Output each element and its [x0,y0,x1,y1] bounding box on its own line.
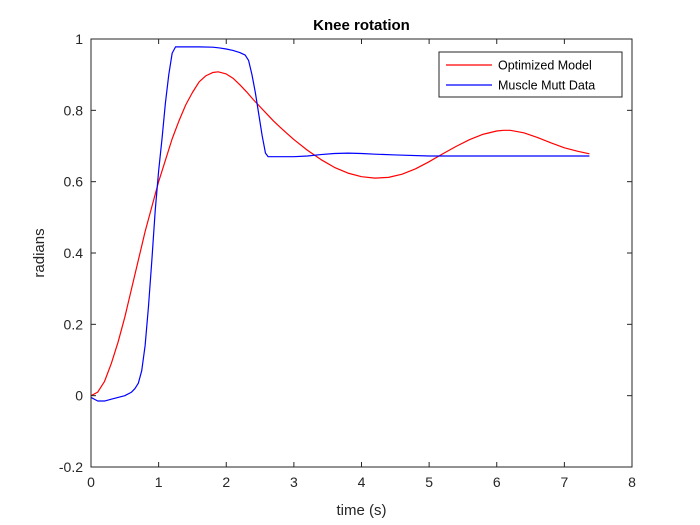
plot-area [91,39,632,467]
x-tick-label: 1 [155,474,163,490]
y-tick-label: 0.2 [64,316,84,332]
y-tick-label: 0.8 [64,102,84,118]
x-tick-label: 6 [493,474,501,490]
x-tick-label: 5 [425,474,433,490]
legend-label-optimized-model: Optimized Model [498,59,592,73]
x-tick-label: 3 [290,474,298,490]
y-tick-label: 1 [75,31,83,47]
x-tick-label: 2 [222,474,230,490]
series-line-optimized-model [90,71,590,397]
y-tick-label: 0.4 [64,245,84,261]
x-axis-label: time (s) [337,502,387,519]
y-tick-label: 0 [75,388,83,404]
chart-title: Knee rotation [313,17,410,34]
x-tick-label: 7 [560,474,568,490]
y-tick-label: 0.6 [64,174,84,190]
y-tick-label: -0.2 [59,459,83,475]
legend-label-muscle-mutt-data: Muscle Mutt Data [498,79,595,93]
x-tick-label: 4 [358,474,366,490]
legend: Optimized Model Muscle Mutt Data [438,51,623,98]
series-line-muscle-mutt-data [90,46,590,402]
y-ticks: -0.2 0 0.2 0.4 0.6 0.8 1 [59,31,632,475]
legend-box [438,51,623,98]
y-axis-label: radians [31,228,48,277]
x-tick-label: 8 [628,474,636,490]
series-layer [90,46,590,402]
x-tick-label: 0 [87,474,95,490]
x-ticks: 0 1 2 3 4 5 6 7 8 [87,39,636,490]
